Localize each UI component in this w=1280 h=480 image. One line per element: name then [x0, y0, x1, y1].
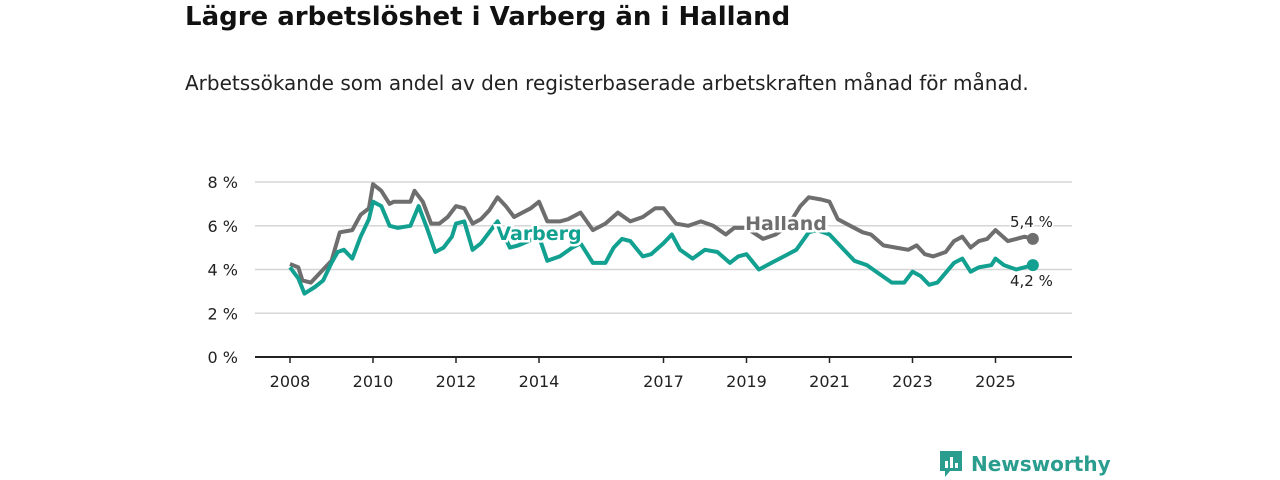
x-tick-label: 2025 — [975, 372, 1016, 391]
x-tick-label: 2021 — [809, 372, 850, 391]
series-label-varberg: Varberg — [496, 223, 581, 245]
y-tick-label: 4 % — [208, 261, 238, 280]
series-line-halland — [289, 182, 1034, 285]
y-tick-label: 8 % — [208, 173, 238, 192]
chart-title: Lägre arbetslöshet i Varberg än i Hallan… — [185, 2, 791, 32]
x-tick-label: 2012 — [436, 372, 477, 391]
y-tick-label: 6 % — [208, 217, 238, 236]
series-line-varberg — [288, 199, 1034, 296]
end-point-halland — [1026, 232, 1039, 245]
end-point-varberg — [1026, 259, 1039, 272]
x-tick-label: 2008 — [270, 372, 311, 391]
x-tick-label: 2014 — [519, 372, 560, 391]
y-tick-label: 2 % — [208, 304, 238, 323]
y-tick-label: 0 % — [208, 348, 238, 367]
newsworthy-logo-text: Newsworthy — [971, 452, 1111, 476]
x-tick-label: 2010 — [353, 372, 394, 391]
x-tick-label: 2023 — [892, 372, 933, 391]
x-tick-label: 2019 — [726, 372, 767, 391]
end-value-label: 4,2 % — [1010, 272, 1053, 290]
chart-subtitle: Arbetssökande som andel av den registerb… — [185, 71, 1029, 95]
end-value-label: 5,4 % — [1010, 213, 1053, 231]
x-tick-label: 2017 — [643, 372, 684, 391]
series-label-halland: Halland — [745, 213, 827, 235]
newsworthy-logo: Newsworthy — [938, 449, 1111, 479]
newsworthy-logo-icon — [940, 451, 962, 477]
